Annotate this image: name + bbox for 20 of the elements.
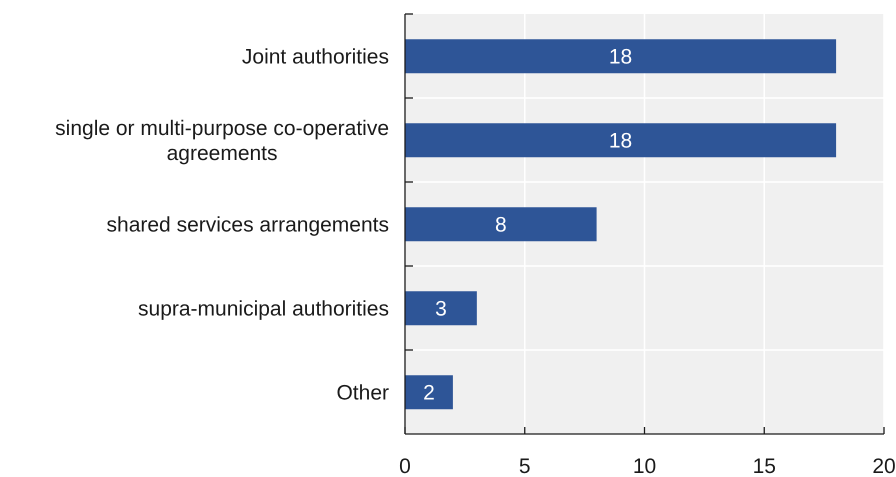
y-tick-label: supra-municipal authorities xyxy=(138,297,390,320)
bar xyxy=(405,291,477,326)
bar xyxy=(405,207,597,242)
data-label: 3 xyxy=(435,298,447,321)
x-tick-label: 10 xyxy=(632,454,656,477)
bar xyxy=(405,123,836,158)
y-tick-label: Joint authorities xyxy=(242,45,390,68)
x-tick-label: 15 xyxy=(752,454,776,477)
data-label: 18 xyxy=(608,46,632,69)
y-tick-label: single or multi-purpose co-operative agreements xyxy=(55,116,389,165)
x-tick-label: 5 xyxy=(518,454,531,477)
bar xyxy=(405,39,836,74)
bar xyxy=(405,375,453,410)
y-tick-label: Other xyxy=(336,381,390,404)
data-label: 8 xyxy=(494,214,507,237)
x-tick-label: 20 xyxy=(872,454,896,477)
x-tick-label: 0 xyxy=(399,454,411,477)
data-label: 18 xyxy=(608,130,632,153)
y-tick-label: shared services arrangements xyxy=(106,213,389,236)
data-label: 2 xyxy=(423,382,435,405)
